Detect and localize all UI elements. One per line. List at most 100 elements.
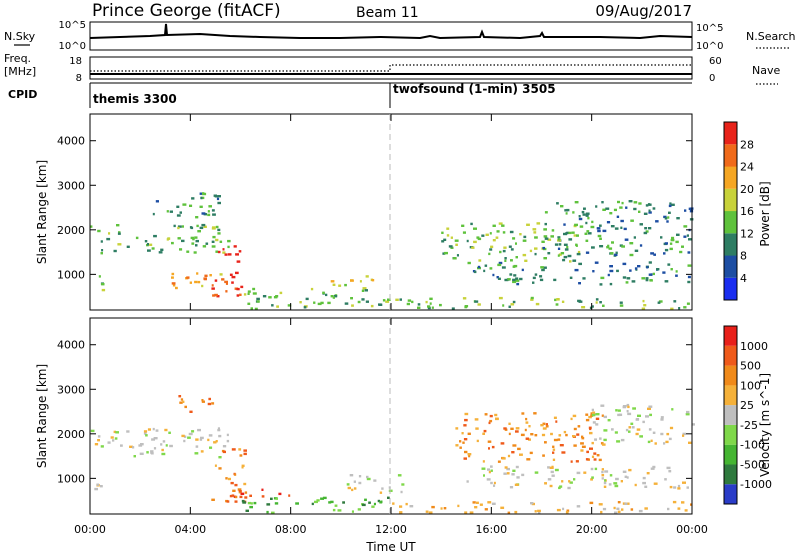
echo-cell	[379, 303, 383, 306]
echo-cell	[441, 231, 444, 234]
echo-cell	[364, 498, 367, 501]
echo-cell	[652, 207, 656, 210]
echo-cell	[209, 446, 213, 449]
echo-cell	[575, 460, 579, 463]
echo-cell	[581, 437, 585, 440]
echo-cell	[101, 249, 104, 252]
echo-cell	[215, 238, 219, 242]
echo-cell	[509, 273, 513, 276]
echo-cell	[686, 234, 689, 237]
echo-cell	[534, 252, 537, 256]
echo-cell	[231, 275, 236, 279]
echo-cell	[635, 432, 639, 436]
echo-cell	[682, 432, 686, 436]
echo-cell	[605, 207, 610, 210]
echo-cell	[507, 511, 511, 514]
echo-cell	[516, 282, 520, 286]
echo-cell	[357, 300, 361, 304]
echo-cell	[601, 468, 604, 471]
echo-cell	[180, 398, 184, 401]
xlabel: Time UT	[365, 540, 416, 554]
echo-cell	[572, 259, 577, 262]
echo-cell	[550, 235, 554, 238]
echo-cell	[664, 217, 668, 220]
echo-cell	[529, 249, 533, 253]
echo-cell	[357, 508, 361, 511]
echo-cell	[562, 258, 566, 262]
echo-cell	[660, 416, 664, 419]
nsearch-tick-bottom: 10^0	[696, 41, 723, 52]
echo-cell	[178, 395, 182, 398]
echo-cell	[199, 438, 203, 441]
echo-cell	[650, 252, 654, 255]
echo-cell	[234, 287, 239, 290]
echo-cell	[521, 268, 524, 272]
echo-cell	[244, 491, 248, 494]
colorbar-swatch	[724, 233, 737, 256]
echo-cell	[171, 282, 176, 285]
echo-cell	[554, 243, 559, 246]
echo-cell	[373, 479, 377, 482]
echo-cell	[477, 237, 482, 241]
echo-cell	[334, 504, 338, 507]
echo-cell	[236, 287, 240, 291]
echo-cell	[619, 301, 623, 304]
echo-cell	[677, 484, 681, 488]
echo-cell	[512, 237, 516, 240]
echo-cell	[189, 204, 193, 207]
echo-cell	[202, 245, 207, 248]
echo-cell	[247, 292, 250, 295]
echo-cell	[672, 500, 677, 504]
echo-cell	[526, 437, 530, 440]
echo-cell	[271, 511, 275, 514]
echo-cell	[638, 202, 642, 205]
cpid-segment-2: twofsound (1-min) 3505	[393, 82, 556, 96]
echo-cell	[482, 432, 485, 435]
echo-cell	[358, 475, 362, 478]
echo-cell	[361, 289, 365, 292]
echo-cell	[234, 500, 238, 503]
velocity-colorbar: 1000 500 100 25 -25 -100 -500 -1000	[723, 325, 772, 505]
echo-cell	[591, 246, 595, 249]
echo-cell	[524, 259, 528, 262]
echo-cell	[614, 227, 619, 230]
echo-cell	[563, 243, 568, 246]
echo-cell	[557, 236, 561, 239]
echo-cell	[217, 228, 221, 232]
echo-cell	[537, 509, 541, 513]
echo-cell	[663, 252, 666, 255]
echo-cell	[509, 230, 514, 234]
date-title: 09/Aug/2017	[595, 2, 692, 20]
echo-cell	[266, 503, 271, 506]
echo-cell	[578, 217, 583, 221]
echo-cell	[576, 471, 581, 475]
echo-cell	[528, 425, 531, 428]
echo-cell	[595, 417, 600, 420]
echo-cell	[471, 246, 475, 249]
echo-cell	[524, 428, 527, 432]
echo-cell	[208, 434, 213, 437]
y-tick-label: 1000	[57, 268, 85, 281]
echo-cell	[523, 235, 527, 239]
echo-cell	[637, 414, 641, 417]
x-tick-label: 00:00	[74, 523, 106, 536]
echo-cell	[623, 227, 627, 231]
echo-cell	[151, 247, 155, 250]
echo-cell	[628, 426, 631, 429]
echo-cell	[574, 223, 578, 227]
echo-cell	[90, 429, 95, 433]
echo-cell	[199, 226, 204, 230]
echo-cell	[212, 235, 216, 239]
echo-cell	[642, 299, 645, 303]
colorbar-swatch	[724, 166, 737, 189]
echo-cell	[332, 283, 336, 286]
echo-cell	[362, 287, 367, 290]
echo-cell	[512, 280, 517, 284]
colorbar-tick-label: 16	[740, 205, 754, 218]
echo-cell	[541, 240, 545, 243]
echo-cell	[224, 253, 228, 256]
echo-cell	[532, 281, 535, 284]
echo-cell	[153, 234, 157, 238]
echo-cell	[173, 224, 176, 228]
echo-cell	[532, 228, 537, 231]
